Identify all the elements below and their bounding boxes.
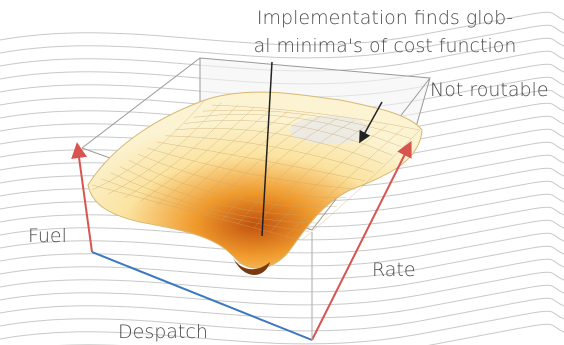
- mesh-line: [269, 125, 388, 233]
- mesh-line: [237, 120, 354, 225]
- mesh-line: [172, 111, 288, 210]
- mesh-line: [91, 99, 206, 191]
- mesh-line: [285, 127, 404, 237]
- mesh-line: [253, 122, 371, 229]
- wave-line: [0, 310, 564, 345]
- mesh-line: [202, 109, 411, 139]
- wave-line: [0, 24, 564, 59]
- wave-line: [0, 11, 564, 46]
- region-label: Not routable: [430, 79, 549, 101]
- mesh-line: [175, 128, 384, 165]
- mesh-line: [156, 141, 365, 182]
- wave-line: [0, 232, 564, 267]
- wave-line: [0, 37, 564, 72]
- mesh-line: [140, 106, 255, 202]
- wave-line: [0, 297, 564, 332]
- axes: [71, 140, 412, 341]
- mesh-line: [156, 109, 272, 206]
- wave-line: [0, 206, 564, 241]
- wave-line: [0, 219, 564, 254]
- mesh-line: [108, 102, 222, 195]
- annotation-line: Implementation finds glob-: [257, 7, 513, 29]
- wave-line: [57, 323, 564, 345]
- axis-label: Rate: [372, 259, 416, 281]
- mesh-line: [128, 160, 337, 207]
- mesh-line: [184, 120, 393, 156]
- wave-line: [0, 284, 564, 319]
- pointer-arrow: [359, 101, 383, 144]
- axis-label: Fuel: [28, 225, 67, 247]
- mesh-line: [165, 135, 374, 173]
- wave-line: [0, 258, 564, 293]
- mesh-line: [119, 166, 328, 216]
- wave-line: [0, 245, 564, 280]
- mesh-line: [138, 154, 347, 198]
- mesh-line: [91, 184, 301, 241]
- cost-surface: [87, 91, 423, 275]
- mesh-line: [211, 104, 421, 131]
- pointer-line: [261, 61, 273, 237]
- wave-line: [0, 193, 564, 228]
- axis-label: Despatch: [118, 321, 208, 343]
- mesh-line: [193, 113, 402, 148]
- mesh-line: [124, 104, 239, 198]
- annotation-line: al minima's of cost function: [254, 35, 517, 57]
- mesh-line: [221, 118, 338, 221]
- mesh-line: [101, 178, 310, 232]
- mesh-line: [110, 172, 319, 224]
- wave-line: [0, 271, 564, 306]
- mesh-line: [204, 115, 321, 218]
- mesh-line: [147, 147, 356, 190]
- mesh-line: [188, 113, 305, 214]
